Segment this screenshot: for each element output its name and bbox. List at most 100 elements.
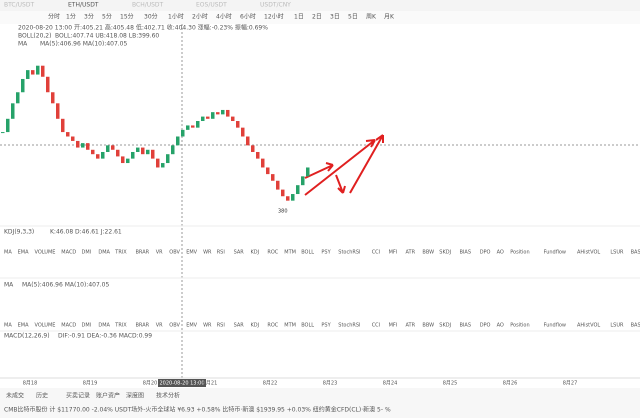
indicator-tab[interactable]: ATR (406, 323, 416, 329)
indicator-tab[interactable]: TRIX (114, 250, 127, 256)
indicator-tab[interactable]: RSI (217, 250, 225, 256)
indicator-tab[interactable]: ROC (267, 323, 278, 329)
indicator-tab[interactable]: EMA (18, 250, 29, 256)
candle (16, 92, 20, 104)
indicator-tab[interactable]: MA (4, 323, 12, 329)
indicator-tab[interactable]: BRAR (136, 250, 150, 256)
indicator-tab[interactable]: AO (497, 323, 504, 329)
indicator-tab[interactable]: VOLUME (35, 250, 56, 256)
indicator-tab[interactable]: BRAR (136, 323, 150, 329)
indicator-tab[interactable]: VR (156, 323, 163, 329)
indicator-tab[interactable]: CCI (372, 323, 380, 329)
interval[interactable]: 30分 (144, 13, 158, 21)
indicator-tab[interactable]: SAR (234, 323, 245, 329)
indicator-tab[interactable]: DPO (480, 250, 491, 256)
interval[interactable]: 1小时 (168, 13, 184, 21)
interval[interactable]: 2小时 (192, 13, 208, 21)
indicator-tab[interactable]: BASIS (631, 323, 640, 329)
indicator-tab[interactable]: LSUR (610, 250, 624, 256)
interval[interactable]: 1日 (294, 14, 304, 21)
indicator-tab[interactable]: MTM (284, 250, 296, 256)
indicator-tab[interactable]: BOLL (301, 323, 314, 329)
interval[interactable]: 5分 (102, 13, 112, 21)
bottom-tab[interactable]: 历史 (36, 392, 48, 400)
indicator-tab[interactable]: AHistVOL (577, 250, 600, 256)
indicator-tab[interactable]: KDJ (251, 250, 260, 256)
interval[interactable]: 4小时 (216, 13, 232, 21)
indicator-tab[interactable]: CCI (372, 250, 380, 256)
candle (206, 116, 210, 119)
indicator-tab[interactable]: BOLL (301, 250, 314, 256)
indicator-tab[interactable]: Fundflow (544, 323, 566, 329)
indicator-tab[interactable]: ROC (267, 250, 278, 256)
indicator-tab[interactable]: Position (510, 250, 529, 256)
interval[interactable]: 分时 (48, 13, 60, 21)
indicator-tab[interactable]: PSY (321, 323, 331, 329)
indicator-tab[interactable]: BBW (422, 250, 434, 256)
interval[interactable]: 3日 (330, 14, 340, 21)
indicator-tab[interactable]: MFI (389, 250, 398, 256)
date-label: 8月25 (443, 381, 458, 387)
candle (31, 70, 35, 75)
indicator-tab[interactable]: BIAS (460, 323, 472, 329)
indicator-tab[interactable]: EMA (18, 323, 29, 329)
bottom-tab[interactable]: 买卖记录 (66, 392, 90, 400)
tab-bar (0, 0, 640, 11)
indicator-tab[interactable]: SKDJ (439, 323, 451, 329)
indicator-tab[interactable]: RSI (217, 323, 225, 329)
indicator-tab[interactable]: VOLUME (35, 323, 56, 329)
indicator-tab[interactable]: PSY (321, 250, 331, 256)
indicator-tab[interactable]: BBW (422, 323, 434, 329)
indicator-tab[interactable]: EMV (186, 323, 197, 329)
indicator-tab[interactable]: Fundflow (544, 250, 566, 256)
market-tab[interactable]: USDT/CNY (260, 2, 291, 9)
indicator-tab[interactable]: WR (203, 323, 212, 329)
indicator-tab[interactable]: OBV (169, 323, 180, 329)
indicator-tab[interactable]: DPO (480, 323, 491, 329)
indicator-tab[interactable]: MACD (61, 323, 76, 329)
interval[interactable]: 3分 (84, 13, 94, 21)
indicator-tab[interactable]: KDJ (251, 323, 260, 329)
indicator-tab[interactable]: AHistVOL (577, 323, 600, 329)
indicator-tab[interactable]: TRIX (114, 323, 127, 329)
interval[interactable]: 15分 (120, 13, 134, 21)
ma2-values: MA(5):406.96 MA(10):407.05 (22, 282, 109, 289)
indicator-tab[interactable]: ATR (406, 250, 416, 256)
indicator-tab[interactable]: MA (4, 250, 12, 256)
interval[interactable]: 1分 (66, 13, 76, 21)
indicator-tab[interactable]: VR (156, 250, 163, 256)
indicator-tab[interactable]: OBV (169, 250, 180, 256)
interval[interactable]: 12小时 (264, 13, 284, 21)
indicator-tab[interactable]: StochRSI (338, 323, 360, 329)
indicator-tab[interactable]: BASIS (631, 250, 640, 256)
market-tab[interactable]: EOS/USDT (196, 2, 227, 9)
indicator-tab[interactable]: AO (497, 250, 504, 256)
indicator-tab[interactable]: MFI (389, 323, 398, 329)
bottom-tab[interactable]: 账户资产 (96, 392, 120, 400)
market-tab[interactable]: BCH/USDT (132, 2, 164, 9)
indicator-tab[interactable]: MACD (61, 250, 76, 256)
indicator-tab[interactable]: LSUR (610, 323, 624, 329)
interval[interactable]: 5日 (348, 14, 358, 21)
indicator-tab[interactable]: WR (203, 250, 212, 256)
indicator-tab[interactable]: DMA (98, 323, 110, 329)
indicator-tab[interactable]: DMI (82, 323, 92, 329)
bottom-tab[interactable]: 未成交 (6, 392, 24, 400)
indicator-tab[interactable]: DMA (98, 250, 110, 256)
indicator-tab[interactable]: BIAS (460, 250, 472, 256)
interval[interactable]: 月K (384, 14, 395, 21)
indicator-tab[interactable]: SKDJ (439, 250, 451, 256)
indicator-tab[interactable]: SAR (234, 250, 245, 256)
indicator-tab[interactable]: StochRSI (338, 250, 360, 256)
indicator-tab[interactable]: EMV (186, 250, 197, 256)
market-tab[interactable]: BTC/USDT (4, 2, 34, 9)
interval[interactable]: 周K (366, 14, 377, 21)
interval[interactable]: 6小时 (240, 13, 256, 21)
indicator-tab[interactable]: DMI (82, 250, 92, 256)
bottom-tab[interactable]: 深度图 (126, 392, 144, 400)
bottom-tab[interactable]: 技术分析 (156, 392, 180, 400)
market-tab[interactable]: ETH/USDT (68, 2, 99, 9)
interval[interactable]: 2日 (312, 14, 322, 21)
indicator-tab[interactable]: Position (510, 323, 529, 329)
indicator-tab[interactable]: MTM (284, 323, 296, 329)
